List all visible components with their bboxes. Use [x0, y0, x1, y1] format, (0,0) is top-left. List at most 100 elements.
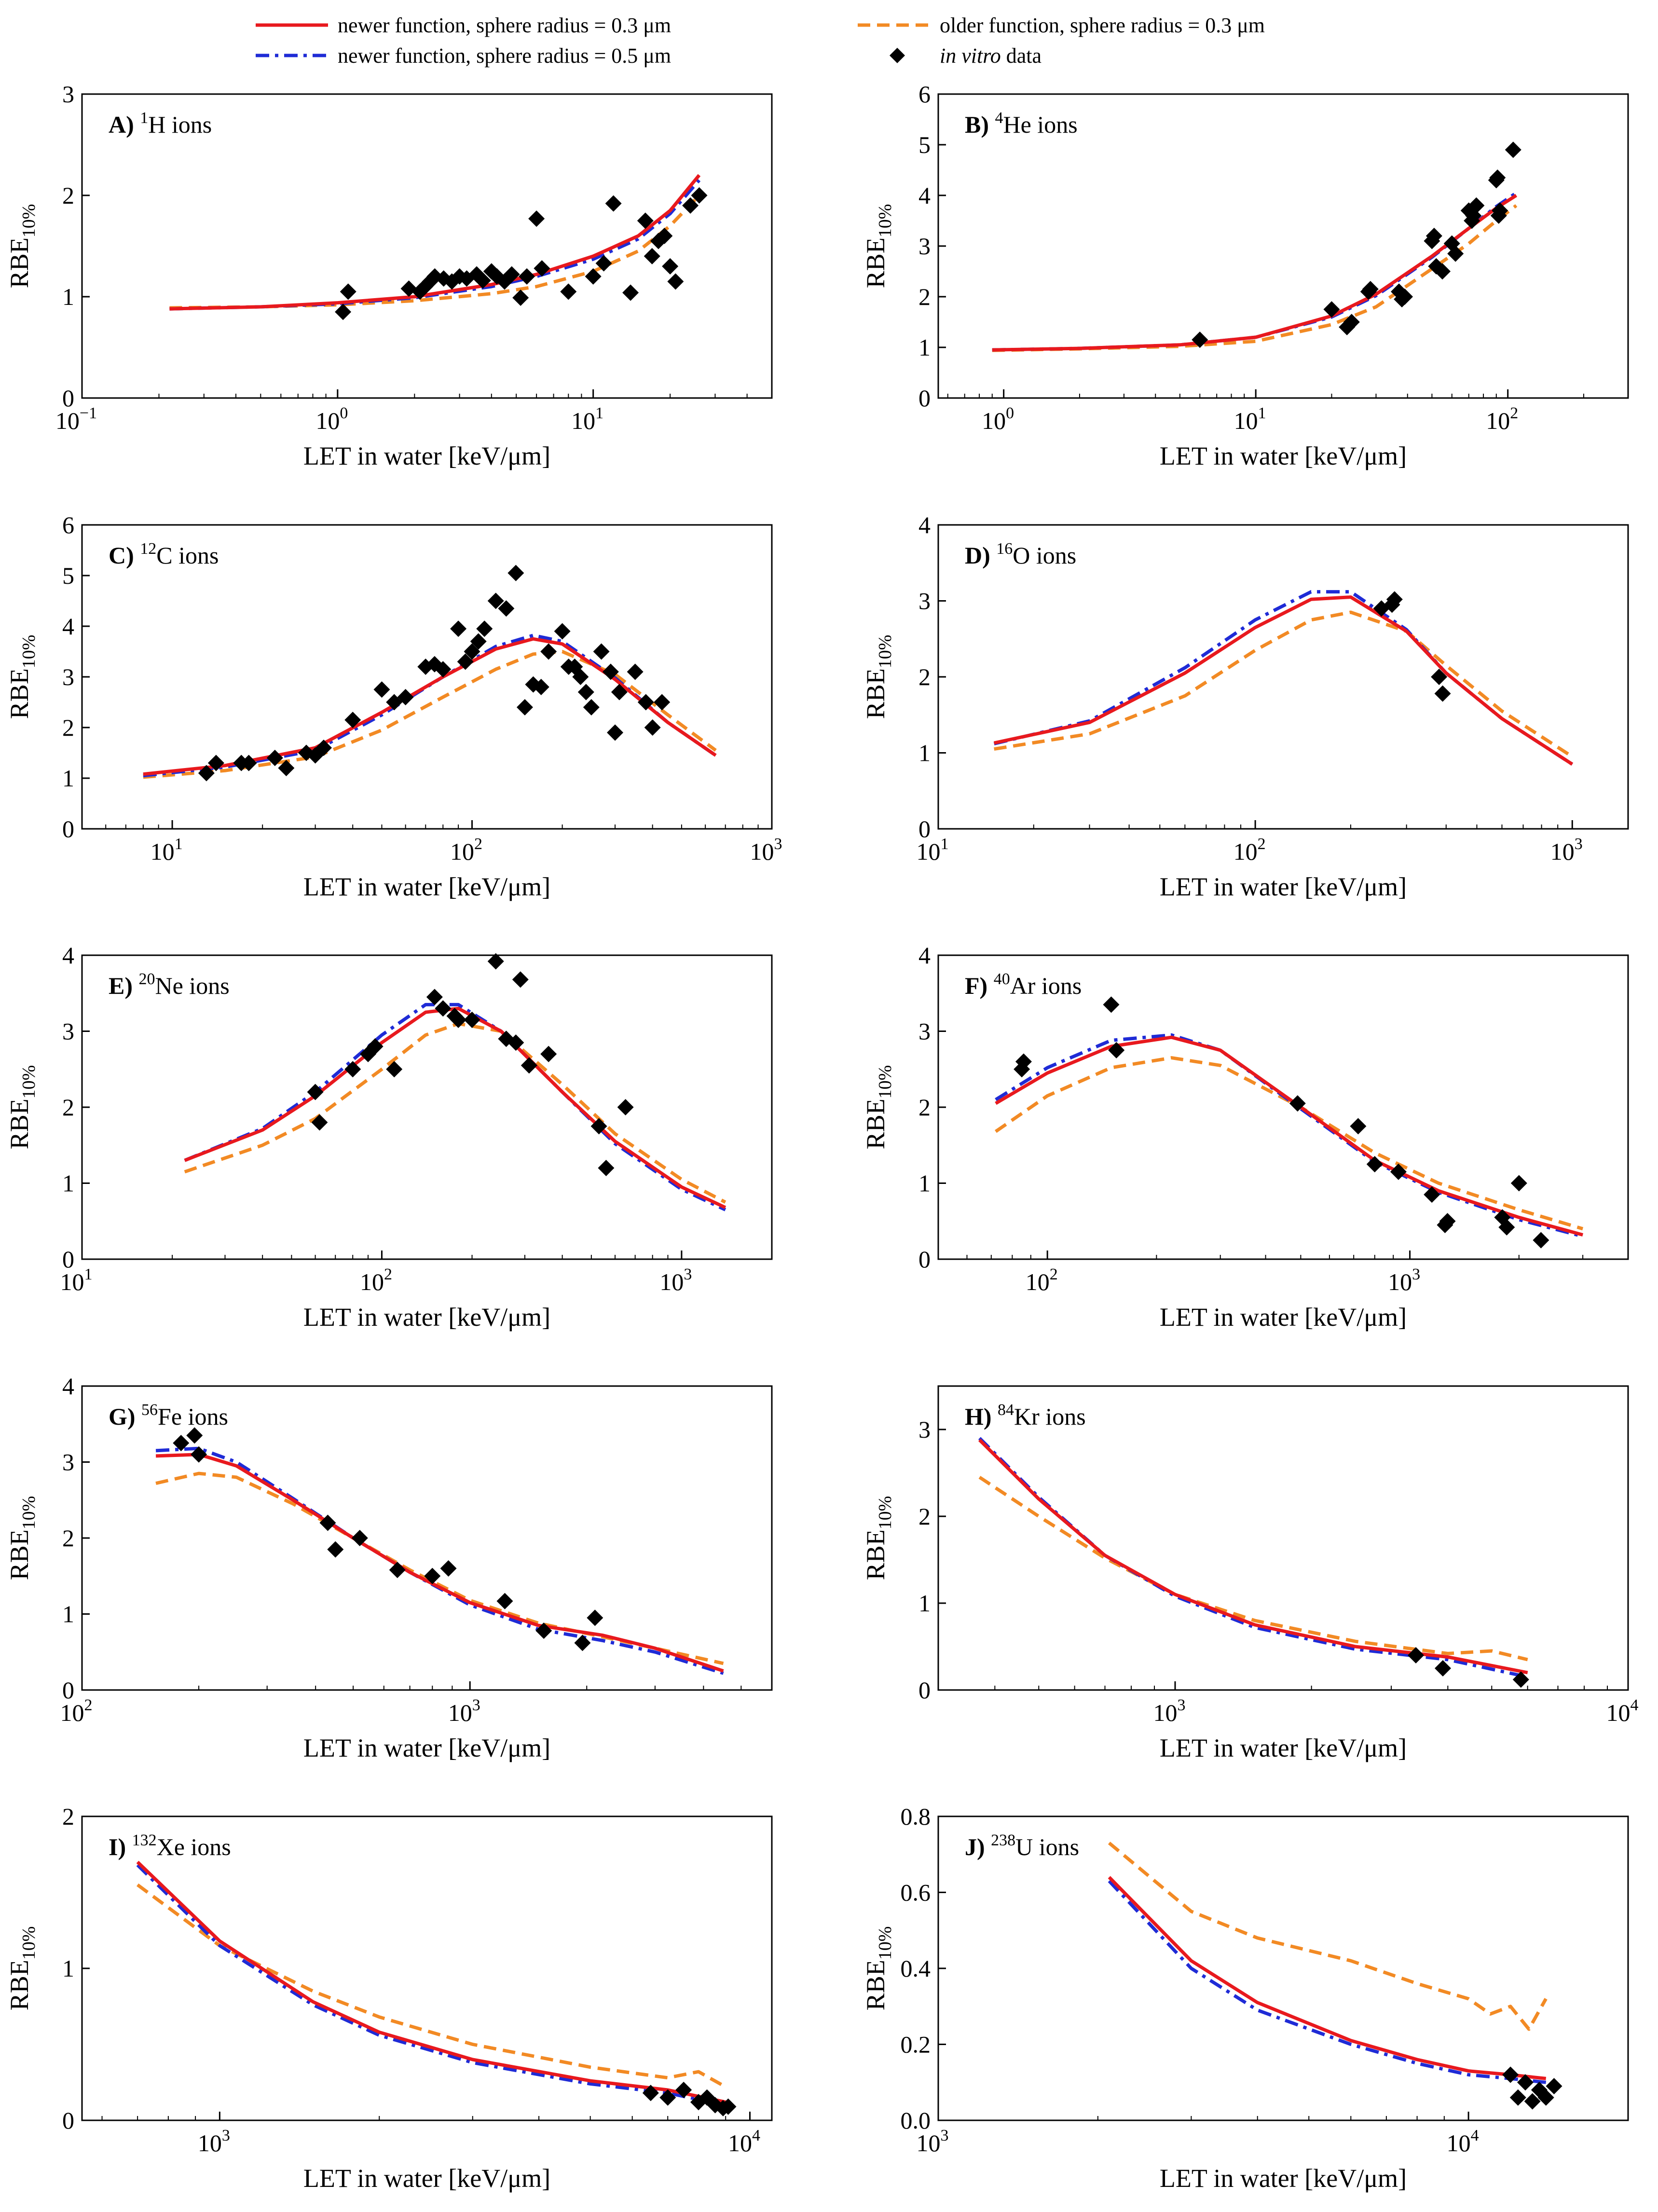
data-point — [642, 2085, 659, 2102]
panel-title: F) 40Ar ions — [965, 970, 1082, 999]
y-tick-label: 0.8 — [901, 1803, 931, 1830]
data-point — [637, 694, 654, 711]
data-point — [1546, 2078, 1562, 2095]
data-point — [659, 2089, 676, 2106]
y-tick-label: 2 — [62, 1525, 74, 1552]
series-line-new05 — [995, 1033, 1583, 1238]
plot-frame — [937, 524, 1629, 830]
legend-label-old03: older function, sphere radius = 0.3 μm — [940, 14, 1265, 37]
y-axis-label: RBE10% — [861, 1065, 895, 1150]
y-tick-label: 2 — [62, 1094, 74, 1121]
data-point — [198, 765, 215, 782]
data-point — [611, 684, 628, 701]
data-point — [207, 755, 224, 771]
data-point — [457, 653, 474, 670]
y-tick-label: 4 — [918, 942, 931, 969]
data-point — [186, 1427, 203, 1444]
series-line-new03 — [978, 1439, 1528, 1675]
x-tick-label: 102 — [450, 835, 482, 865]
series-line-old03 — [1108, 1841, 1548, 2031]
data-point — [474, 272, 491, 289]
data-point — [1425, 228, 1442, 244]
data-point — [540, 1045, 557, 1062]
data-point — [521, 1057, 537, 1074]
data-point — [622, 284, 639, 301]
plot-frame — [81, 954, 773, 1260]
data-point — [577, 684, 594, 701]
panel-J: 0.0 0.2 0.4 0.6 0.8 103 104 LET in water [keV/μ… — [861, 1803, 1629, 2193]
x-tick-label: 102 — [60, 1696, 93, 1726]
series-line-new05 — [136, 1864, 726, 2107]
x-axis-label: LET in water [keV/μm] — [303, 2164, 550, 2193]
data-point — [1434, 263, 1451, 280]
data-point — [1366, 1156, 1383, 1173]
y-tick-label: 2 — [918, 1503, 931, 1530]
series-line-new03 — [169, 174, 701, 311]
data-point — [319, 1514, 336, 1531]
data-point — [240, 755, 257, 771]
data-point — [644, 719, 661, 736]
legend-label-data: in vitro data — [940, 44, 1041, 68]
y-axis-label: RBE10% — [5, 1926, 39, 2011]
y-tick-label: 0 — [918, 1246, 931, 1273]
panel-title: A) 1H ions — [109, 109, 212, 138]
panel-E: 0 1 2 3 4 101 102 103 LET in water [keV/μm] RBE10… — [5, 942, 773, 1332]
legend-label-new03: newer function, sphere radius = 0.3 μm — [338, 14, 671, 37]
data-point — [574, 1635, 591, 1651]
series-line-new05 — [1108, 1880, 1547, 2084]
data-point — [426, 989, 443, 1005]
y-tick-label: 4 — [918, 511, 931, 538]
data-point — [1192, 331, 1208, 348]
data-point — [512, 971, 529, 988]
data-point — [344, 1061, 361, 1078]
y-tick-label: 1 — [918, 1590, 931, 1617]
y-tick-label: 1 — [62, 283, 74, 310]
panel-title: I) 132Xe ions — [109, 1831, 231, 1860]
x-axis-label: LET in water [keV/μm] — [303, 441, 550, 470]
data-point — [351, 1530, 368, 1546]
data-point — [585, 268, 602, 285]
panel-title: D) 16O ions — [965, 540, 1076, 569]
data-point — [498, 600, 515, 617]
plot-frame — [81, 524, 773, 830]
legend-label-new05: newer function, sphere radius = 0.5 μm — [338, 44, 671, 68]
data-point — [173, 1435, 190, 1452]
data-point — [1533, 1232, 1549, 1249]
panel-G: 0 1 2 3 4 102 103 LET in water [keV/μm] RBE10% G)… — [5, 1373, 773, 1762]
data-point — [367, 1038, 384, 1055]
y-tick-label: 0 — [62, 1676, 74, 1704]
y-tick-label: 1 — [62, 1601, 74, 1628]
y-tick-label: 5 — [918, 131, 931, 158]
legend: newer function, sphere radius = 0.3 μm n… — [256, 14, 1265, 68]
y-tick-label: 1 — [62, 1955, 74, 1982]
y-tick-label: 3 — [918, 588, 931, 615]
panel-title: E) 20Ne ions — [109, 970, 230, 999]
series-line-old03 — [137, 1883, 726, 2088]
y-axis-label: RBE10% — [861, 204, 895, 289]
data-point — [435, 1000, 452, 1017]
data-point — [389, 1562, 406, 1579]
data-point — [1498, 1219, 1515, 1236]
plot-frame — [937, 1385, 1629, 1691]
x-tick-label: 10−1 — [55, 404, 97, 434]
data-point — [656, 228, 673, 244]
series-line-old03 — [978, 1476, 1528, 1662]
data-point — [554, 623, 571, 640]
y-axis-label: RBE10% — [5, 635, 39, 719]
panel-I: 0 1 2 103 104 LET in water [keV/μm] RBE10% I) 1… — [5, 1803, 773, 2193]
data-point — [1108, 1042, 1125, 1058]
data-point — [533, 679, 549, 695]
plot-frame — [81, 1385, 773, 1691]
x-tick-label: 104 — [728, 2127, 760, 2157]
x-tick-label: 103 — [448, 1696, 480, 1726]
series-line-new05 — [184, 1003, 726, 1211]
data-point — [691, 187, 708, 204]
data-point — [1502, 2066, 1519, 2083]
x-tick-label: 103 — [1550, 835, 1583, 865]
y-tick-label: 2 — [62, 714, 74, 741]
x-tick-label: 103 — [917, 2127, 949, 2157]
x-tick-label: 103 — [659, 1265, 692, 1295]
panel-H: 0 1 2 3 103 104 LET in water [keV/μm] RBE10% H) … — [861, 1385, 1639, 1762]
data-point — [1323, 301, 1340, 318]
